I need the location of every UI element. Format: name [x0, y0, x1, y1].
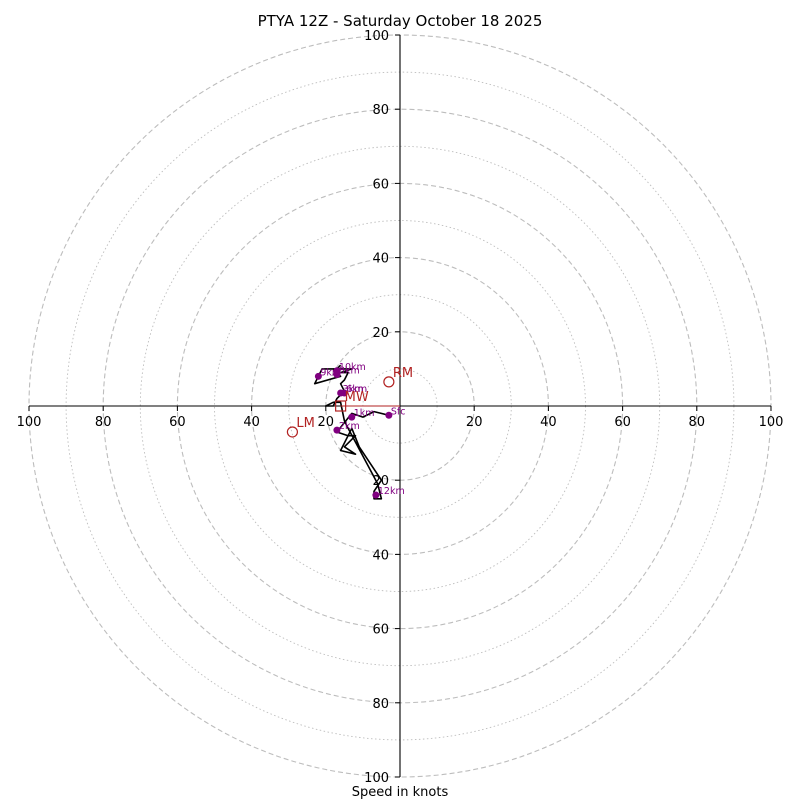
y-tick-label: 100	[364, 29, 389, 44]
point-12km	[372, 491, 380, 499]
x-tick-label: 40	[243, 415, 260, 430]
marker-label-RM: RM	[393, 366, 413, 381]
marker-RM	[383, 376, 395, 388]
y-tick-label: 80	[372, 697, 389, 712]
y-tick-label: 60	[372, 623, 389, 638]
y-tick-label: 100	[364, 771, 389, 786]
hodograph-trace	[313, 364, 390, 500]
x-tick-label: 80	[95, 415, 112, 430]
point-label-Sfc: Sfc	[391, 406, 406, 417]
x-tick-label: 20	[318, 415, 335, 430]
x-axis-label: Speed in knots	[352, 785, 449, 800]
y-tick-label: 40	[372, 548, 389, 563]
tick-labels: 100 80 60 40 20 20 40 60 80 100100806040202040608…	[17, 29, 784, 786]
point-Sfc	[385, 411, 393, 419]
storm-motion-markers: RM LM MW	[286, 366, 413, 438]
marker-label-LM: LM	[296, 416, 314, 431]
x-tick-label: 80	[689, 415, 706, 430]
chart-title: PTYA 12Z - Saturday October 18 2025	[258, 12, 543, 30]
x-tick-label: 100	[17, 415, 42, 430]
point-label-2km: 2km	[339, 421, 360, 432]
point-label-6km: 6km	[346, 384, 367, 395]
point-label-8km: 8km	[339, 365, 360, 376]
y-tick-label: 40	[372, 252, 389, 267]
x-tick-label: 100	[759, 415, 784, 430]
hodograph-line	[313, 364, 390, 500]
point-1km	[348, 413, 356, 421]
point-2km	[333, 426, 341, 434]
y-tick-label: 20	[372, 326, 389, 341]
x-tick-label: 40	[540, 415, 557, 430]
point-9km	[314, 372, 322, 380]
marker-label-MW: MW	[345, 390, 369, 405]
point-10km	[333, 367, 341, 375]
x-tick-label: 20	[466, 415, 483, 430]
point-label-9km: 9km	[320, 367, 341, 378]
point-label-10km: 10km	[339, 362, 366, 373]
point-label-12km: 12km	[378, 486, 405, 497]
marker-LM	[286, 426, 299, 438]
point-label-3km: 3km	[343, 384, 364, 395]
x-tick-label: 60	[614, 415, 631, 430]
y-tick-label: 60	[372, 177, 389, 192]
point-6km	[340, 389, 348, 397]
y-tick-label: 80	[372, 103, 389, 118]
point-label-1km: 1km	[354, 408, 375, 419]
x-tick-label: 60	[169, 415, 186, 430]
marker-MW	[335, 400, 347, 412]
